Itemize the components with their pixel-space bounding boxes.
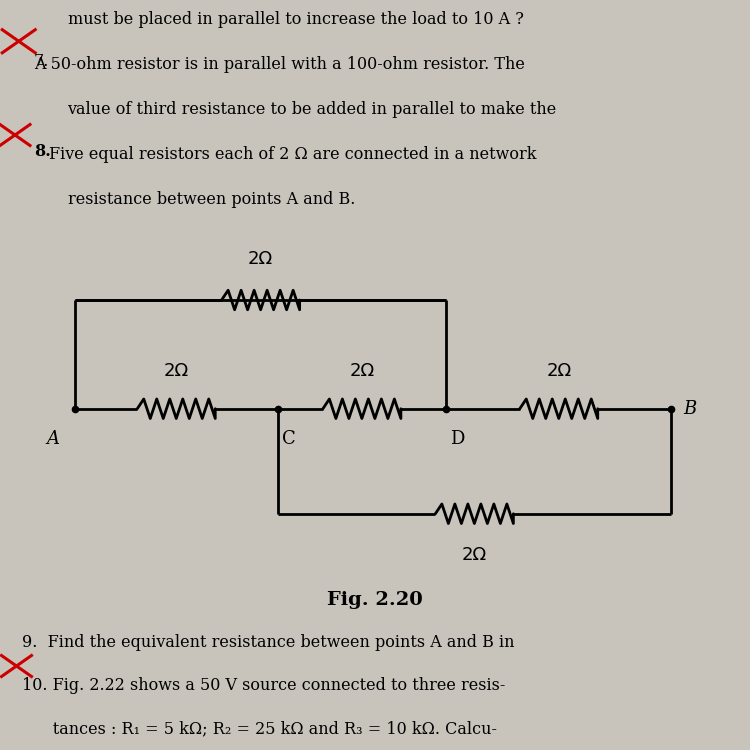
Text: 2Ω: 2Ω <box>164 362 189 380</box>
Text: 7.: 7. <box>34 53 50 70</box>
Text: B: B <box>683 400 697 418</box>
Text: 9.  Find the equivalent resistance between points A and B in: 9. Find the equivalent resistance betwee… <box>22 634 515 651</box>
Text: 2Ω: 2Ω <box>350 362 374 380</box>
Text: must be placed in parallel to increase the load to 10 A ?: must be placed in parallel to increase t… <box>68 11 524 28</box>
Text: 2Ω: 2Ω <box>546 362 572 380</box>
Text: Five equal resistors each of 2 Ω are connected in a network: Five equal resistors each of 2 Ω are con… <box>49 146 536 164</box>
Text: resistance between points A and B.: resistance between points A and B. <box>68 191 355 208</box>
Text: 2Ω: 2Ω <box>462 546 487 564</box>
Text: A: A <box>46 430 59 448</box>
Text: A 50-ohm resistor is in parallel with a 100-ohm resistor. The: A 50-ohm resistor is in parallel with a … <box>34 56 525 74</box>
Text: value of third resistance to be added in parallel to make the: value of third resistance to be added in… <box>68 101 556 118</box>
Text: C: C <box>282 430 296 448</box>
Text: 8.: 8. <box>34 142 50 160</box>
Text: 2Ω: 2Ω <box>248 250 273 268</box>
Text: 10. Fig. 2.22 shows a 50 V source connected to three resis-: 10. Fig. 2.22 shows a 50 V source connec… <box>22 677 506 694</box>
Text: Fig. 2.20: Fig. 2.20 <box>327 591 423 609</box>
Text: D: D <box>450 430 465 448</box>
Text: tances : R₁ = 5 kΩ; R₂ = 25 kΩ and R₃ = 10 kΩ. Calcu-: tances : R₁ = 5 kΩ; R₂ = 25 kΩ and R₃ = … <box>22 721 497 738</box>
